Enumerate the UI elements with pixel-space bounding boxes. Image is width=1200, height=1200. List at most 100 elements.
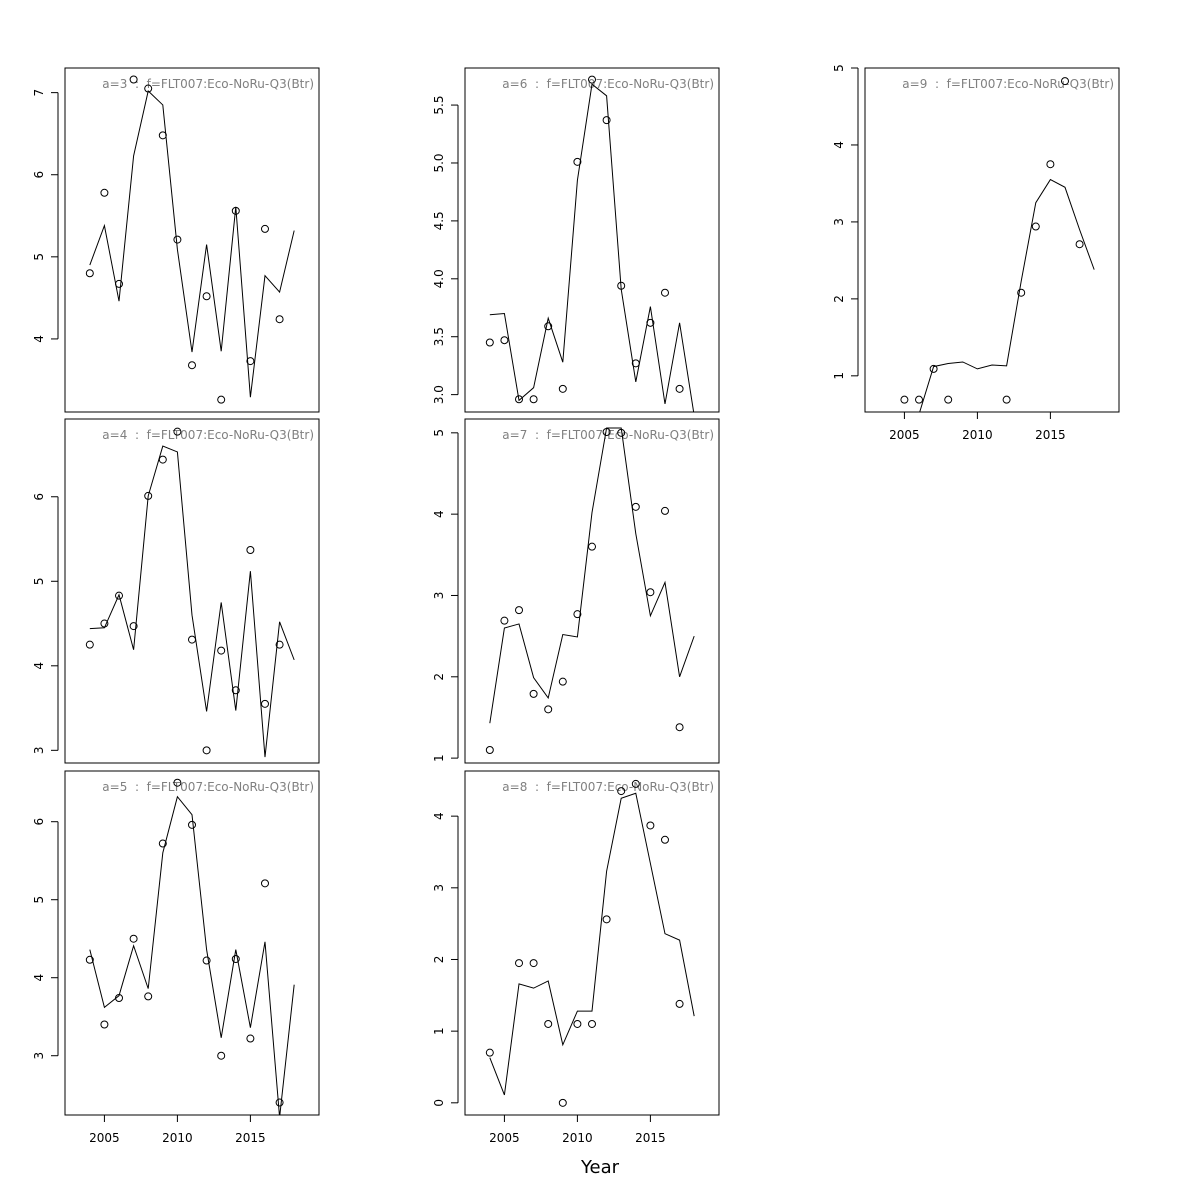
observed-point	[144, 992, 153, 1001]
observed-point	[115, 279, 124, 288]
observed-point	[173, 778, 182, 787]
observed-point	[1046, 160, 1055, 169]
y-tick-label: 0	[432, 1099, 446, 1107]
observed-point	[188, 635, 196, 644]
observed-point	[275, 1098, 284, 1107]
panel: 0 1 2 3 4 2005 2010 2015 a=8 : f=FLT007:Eco-NoRu…	[432, 770, 720, 1145]
fit-line	[489, 427, 695, 724]
fit-line	[919, 178, 1095, 412]
x-tick-label: 2005	[89, 1131, 120, 1145]
observed-point	[144, 84, 153, 93]
y-tick-label: 6	[32, 818, 46, 826]
observed-point	[202, 746, 211, 755]
y-tick-label: 3	[432, 884, 446, 892]
observed-point	[260, 699, 269, 708]
observed-point	[544, 322, 553, 331]
observed-point	[1075, 240, 1084, 249]
observed-point	[529, 959, 538, 968]
observed-point	[260, 224, 269, 233]
y-tick-label: 4	[32, 974, 46, 982]
y-tick-label: 7	[32, 89, 46, 97]
y-tick-label: 5	[32, 896, 46, 904]
fit-line	[89, 445, 295, 758]
observed-point	[129, 622, 138, 631]
plot-frame	[64, 67, 320, 413]
observed-point	[246, 546, 255, 555]
panel-title: a=9 : f=FLT007:Eco-NoRu-Q3(Btr)	[902, 77, 1114, 91]
observed-point	[588, 1019, 596, 1028]
observed-point	[602, 428, 611, 437]
plot-frame	[464, 418, 720, 764]
panel-title: a=5 : f=FLT007:Eco-NoRu-Q3(Btr)	[102, 780, 314, 794]
observed-point	[660, 506, 669, 515]
fit-line	[489, 792, 695, 1096]
plot-frame	[864, 67, 1120, 413]
y-tick-label: 3	[832, 218, 846, 226]
observed-point	[558, 384, 567, 393]
observed-point	[246, 1034, 255, 1043]
x-tick-label: 2010	[562, 1131, 593, 1145]
y-tick-label: 6	[32, 171, 46, 179]
observed-point	[646, 588, 655, 597]
x-tick-label: 2010	[162, 1131, 193, 1145]
fit-line	[89, 795, 295, 1115]
observed-point	[675, 723, 684, 732]
panel-title: a=4 : f=FLT007:Eco-NoRu-Q3(Btr)	[102, 428, 314, 442]
panel: 3 4 5 6 2005 2010 2015 a=5 : f=FLT007:Eco-NoRu-…	[32, 770, 320, 1145]
panel-title: a=6 : f=FLT007:Eco-NoRu-Q3(Btr)	[502, 77, 714, 91]
y-tick-label: 4	[432, 812, 446, 820]
observed-point	[944, 395, 953, 404]
observed-point	[158, 839, 167, 848]
y-tick-label: 1	[432, 754, 446, 762]
panel-title: a=8 : f=FLT007:Eco-NoRu-Q3(Btr)	[502, 780, 714, 794]
observed-point	[900, 395, 909, 404]
y-tick-label: 2	[432, 956, 446, 964]
observed-point	[631, 779, 640, 788]
observed-point	[188, 361, 196, 370]
y-tick-label: 3	[32, 1052, 46, 1060]
observed-point	[202, 956, 211, 965]
observed-point	[544, 705, 553, 714]
observed-point	[231, 206, 240, 215]
observed-point	[602, 116, 611, 125]
x-tick-label: 2005	[889, 428, 920, 442]
observed-point	[85, 955, 94, 964]
y-tick-label: 4	[832, 141, 846, 149]
panel: 3 4 5 6 a=4 : f=FLT007:Eco-NoRu-Q3(Btr)	[32, 418, 320, 764]
y-tick-label: 5	[32, 253, 46, 261]
observed-point	[602, 915, 611, 924]
y-tick-label: 5.0	[432, 153, 446, 172]
y-tick-label: 2	[432, 673, 446, 681]
observed-point	[173, 427, 182, 436]
y-tick-label: 4	[32, 335, 46, 343]
observed-point	[529, 689, 538, 698]
observed-point	[660, 835, 669, 844]
observed-point	[675, 999, 684, 1008]
observed-point	[100, 619, 109, 628]
observed-point	[158, 455, 167, 464]
observed-point	[617, 281, 626, 290]
y-tick-label: 5	[432, 429, 446, 437]
observed-point	[260, 879, 269, 888]
observed-point	[115, 591, 124, 600]
fit-line	[489, 83, 695, 412]
y-tick-label: 2	[832, 295, 846, 303]
panel: 4 5 6 7 a=3 : f=FLT007:Eco-NoRu-Q3(Btr)	[32, 67, 320, 413]
y-tick-label: 4	[432, 510, 446, 518]
observed-point	[246, 357, 255, 366]
observed-point	[275, 640, 284, 649]
plot-frame	[464, 67, 720, 413]
observed-point	[217, 395, 226, 404]
observed-point	[129, 934, 138, 943]
y-tick-label: 5	[32, 577, 46, 585]
observed-point	[617, 428, 626, 437]
observed-point	[1017, 288, 1026, 297]
plot-frame	[464, 770, 720, 1116]
observed-point	[588, 542, 596, 551]
observed-point	[115, 993, 124, 1002]
y-tick-label: 3	[432, 592, 446, 600]
y-tick-label: 1	[432, 1027, 446, 1035]
observed-point	[485, 745, 494, 754]
observed-point	[573, 157, 582, 166]
